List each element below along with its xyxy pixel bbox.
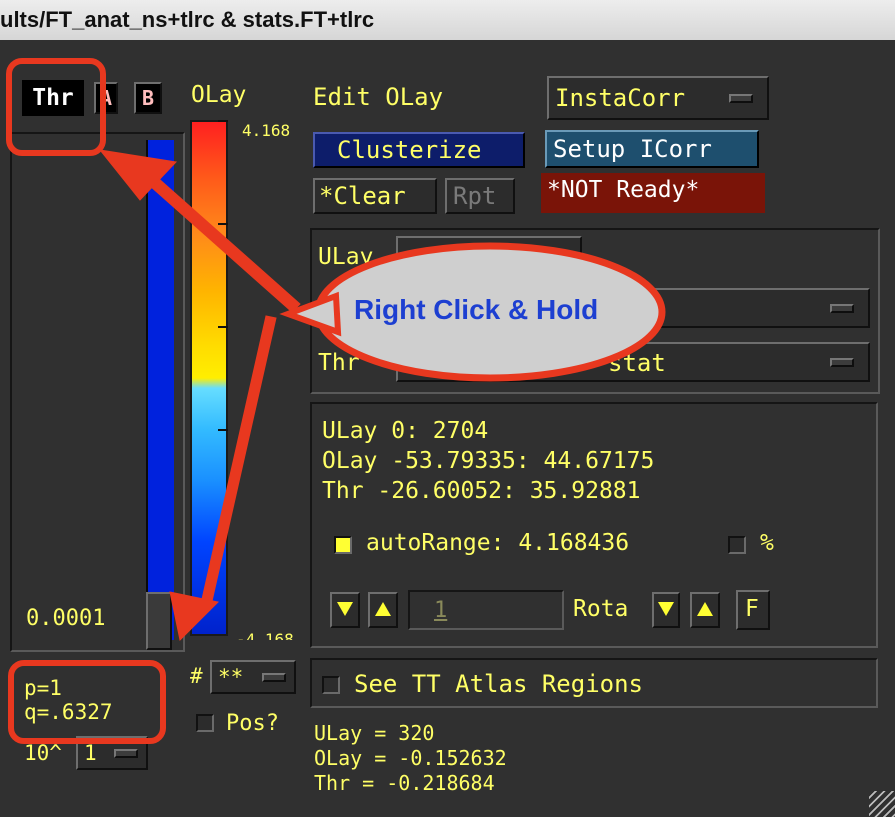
colorbar-top-value: 4.168 <box>242 121 291 140</box>
instacorr-label: InstaCorr <box>555 84 686 112</box>
hash-label: # <box>190 664 203 688</box>
thr-label-box: Thr <box>22 80 84 116</box>
clusterize-button[interactable]: Clusterize <box>313 132 525 168</box>
menu-indicator-icon <box>830 304 854 313</box>
q-value: q=.6327 <box>24 700 113 724</box>
annotation-arrow-down <box>199 315 277 611</box>
annotation-box-pq <box>8 660 166 744</box>
atlas-label[interactable]: See TT Atlas Regions <box>354 670 643 698</box>
readout-thr: Thr = -0.218684 <box>314 771 495 795</box>
readout-ulay: ULay = 320 <box>314 721 435 745</box>
menu-indicator-icon <box>830 358 854 367</box>
resize-grip-icon[interactable] <box>869 791 895 817</box>
annotation-arrow-up <box>149 177 301 313</box>
rota-up-small-button[interactable] <box>368 592 398 628</box>
pos-checkbox[interactable] <box>196 714 214 732</box>
threshold-value: 0.0001 <box>26 606 106 631</box>
window-title: ults/FT_anat_ns+tlrc & stats.FT+tlrc <box>0 7 375 32</box>
rota-value: 1 <box>434 598 448 623</box>
f-button-label: F <box>745 596 759 622</box>
percent-checkbox[interactable] <box>728 536 746 554</box>
exponent-label: 10^ <box>24 741 62 765</box>
hash-menu[interactable]: ** <box>210 660 296 694</box>
atlas-frame <box>310 658 878 708</box>
thr-range-line: Thr -26.60052: 35.92881 <box>322 478 641 504</box>
rota-label: Rota <box>573 596 629 622</box>
rota-up-button[interactable] <box>690 592 720 628</box>
readout-olay: OLay = -0.152632 <box>314 746 507 770</box>
rota-value-field[interactable]: 1 <box>408 590 564 630</box>
threshold-slider-track[interactable] <box>146 140 174 640</box>
exponent-value: 1 <box>84 741 97 765</box>
p-value: p=1 <box>24 676 62 700</box>
not-ready-status: *NOT Ready* <box>541 173 765 213</box>
not-ready-label: *NOT Ready* <box>547 177 700 203</box>
up-arrow-icon <box>697 602 713 616</box>
b-button[interactable]: B <box>134 82 162 114</box>
threshold-slider-thumb[interactable] <box>146 592 172 650</box>
setup-icorr-button[interactable]: Setup ICorr <box>545 130 759 168</box>
rpt-button: Rpt <box>445 178 515 214</box>
rota-down-small-button[interactable] <box>330 592 360 628</box>
clusterize-label: Clusterize <box>337 136 482 164</box>
percent-label: % <box>760 530 774 556</box>
setup-icorr-label: Setup ICorr <box>553 135 712 163</box>
instacorr-menu[interactable]: InstaCorr <box>547 76 769 120</box>
colorbar-bottom-value: -4.168 <box>236 630 294 640</box>
range-info-frame <box>310 402 878 648</box>
rpt-label: Rpt <box>453 182 497 210</box>
window-titlebar: ults/FT_anat_ns+tlrc & stats.FT+tlrc <box>0 0 895 41</box>
olay-range-line: OLay -53.79335: 44.67175 <box>322 448 655 474</box>
atlas-checkbox[interactable] <box>322 676 340 694</box>
menu-indicator-icon <box>729 94 753 103</box>
annotation-box-thr <box>6 58 106 156</box>
annotation-arrowhead-down <box>169 591 220 642</box>
edit-olay-label[interactable]: Edit OLay <box>313 83 444 111</box>
clear-button[interactable]: *Clear <box>313 178 437 214</box>
annotation-arrowhead-up <box>98 149 178 201</box>
clear-label: *Clear <box>319 182 406 210</box>
up-arrow-icon <box>375 602 391 616</box>
callout-tail <box>279 291 342 337</box>
menu-indicator-icon <box>114 749 138 758</box>
down-arrow-icon <box>658 602 674 616</box>
pos-label: Pos? <box>226 711 279 736</box>
f-button[interactable]: F <box>736 590 770 630</box>
thr-label: Thr <box>32 85 74 111</box>
colorbar-title: OLay <box>191 82 247 108</box>
down-arrow-icon <box>337 602 353 616</box>
autorange-label: autoRange: 4.168436 <box>366 530 630 556</box>
rota-down-button[interactable] <box>652 592 680 628</box>
hash-menu-value: ** <box>218 665 244 689</box>
menu-indicator-icon <box>262 673 286 682</box>
callout-text: Right Click & Hold <box>354 294 599 325</box>
autorange-checkbox[interactable] <box>334 536 352 554</box>
b-button-label: B <box>141 86 155 110</box>
threshold-slider-frame <box>10 132 185 652</box>
ulay-range-line: ULay 0: 2704 <box>322 418 489 444</box>
